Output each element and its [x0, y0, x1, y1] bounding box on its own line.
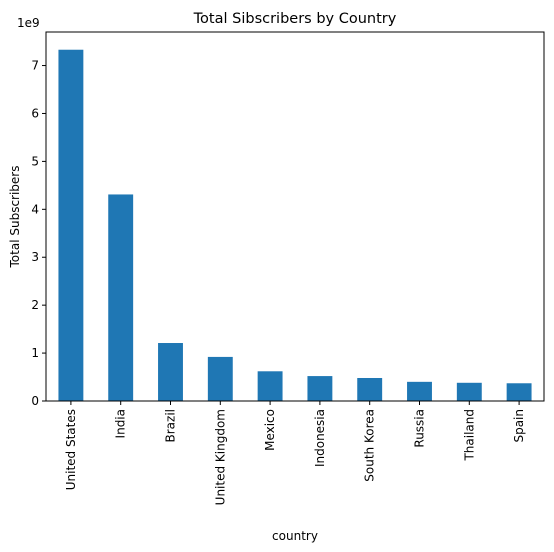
chart-title: Total Sibscribers by Country — [193, 11, 397, 27]
x-tick-label-3: United Kingdom — [213, 409, 227, 505]
bar-8 — [456, 382, 482, 401]
y-tick-label-3: 3 — [31, 250, 39, 264]
bar-1 — [108, 194, 134, 401]
y-axis-scale-label: 1e9 — [17, 16, 40, 30]
x-tick-label-6: South Korea — [363, 409, 377, 482]
bar-0 — [58, 49, 84, 401]
bar-7 — [407, 381, 432, 401]
x-axis-label: country — [272, 529, 318, 543]
bar-4 — [257, 371, 283, 401]
x-tick-label-9: Spain — [512, 409, 526, 443]
bar-6 — [357, 377, 383, 401]
bar-9 — [506, 383, 532, 401]
plot-frame — [45, 31, 545, 402]
x-tick-label-7: Russia — [413, 409, 427, 448]
y-tick-label-6: 6 — [31, 106, 39, 120]
x-tick-label-4: Mexico — [263, 409, 277, 451]
y-axis-label: Total Subscribers — [8, 166, 22, 269]
y-tick-label-0: 0 — [31, 394, 39, 408]
bar-3 — [207, 356, 233, 401]
bar-5 — [307, 376, 333, 401]
x-tick-label-5: Indonesia — [313, 409, 327, 467]
y-tick-label-1: 1 — [31, 346, 39, 360]
x-tick-label-8: Thailand — [462, 409, 476, 462]
x-axis: United States India Brazil United Kingdom Me… — [64, 401, 526, 505]
y-tick-label-4: 4 — [31, 202, 39, 216]
y-axis: 0 1 2 3 4 5 6 7 — [31, 59, 46, 408]
y-tick-label-5: 5 — [31, 154, 39, 168]
x-tick-label-2: Brazil — [164, 409, 178, 443]
x-tick-label-1: India — [114, 409, 128, 438]
bar-2 — [158, 343, 183, 401]
x-tick-label-0: United States — [64, 409, 78, 490]
y-tick-label-2: 2 — [31, 298, 39, 312]
bars-group — [58, 49, 532, 401]
y-tick-label-7: 7 — [31, 59, 39, 73]
